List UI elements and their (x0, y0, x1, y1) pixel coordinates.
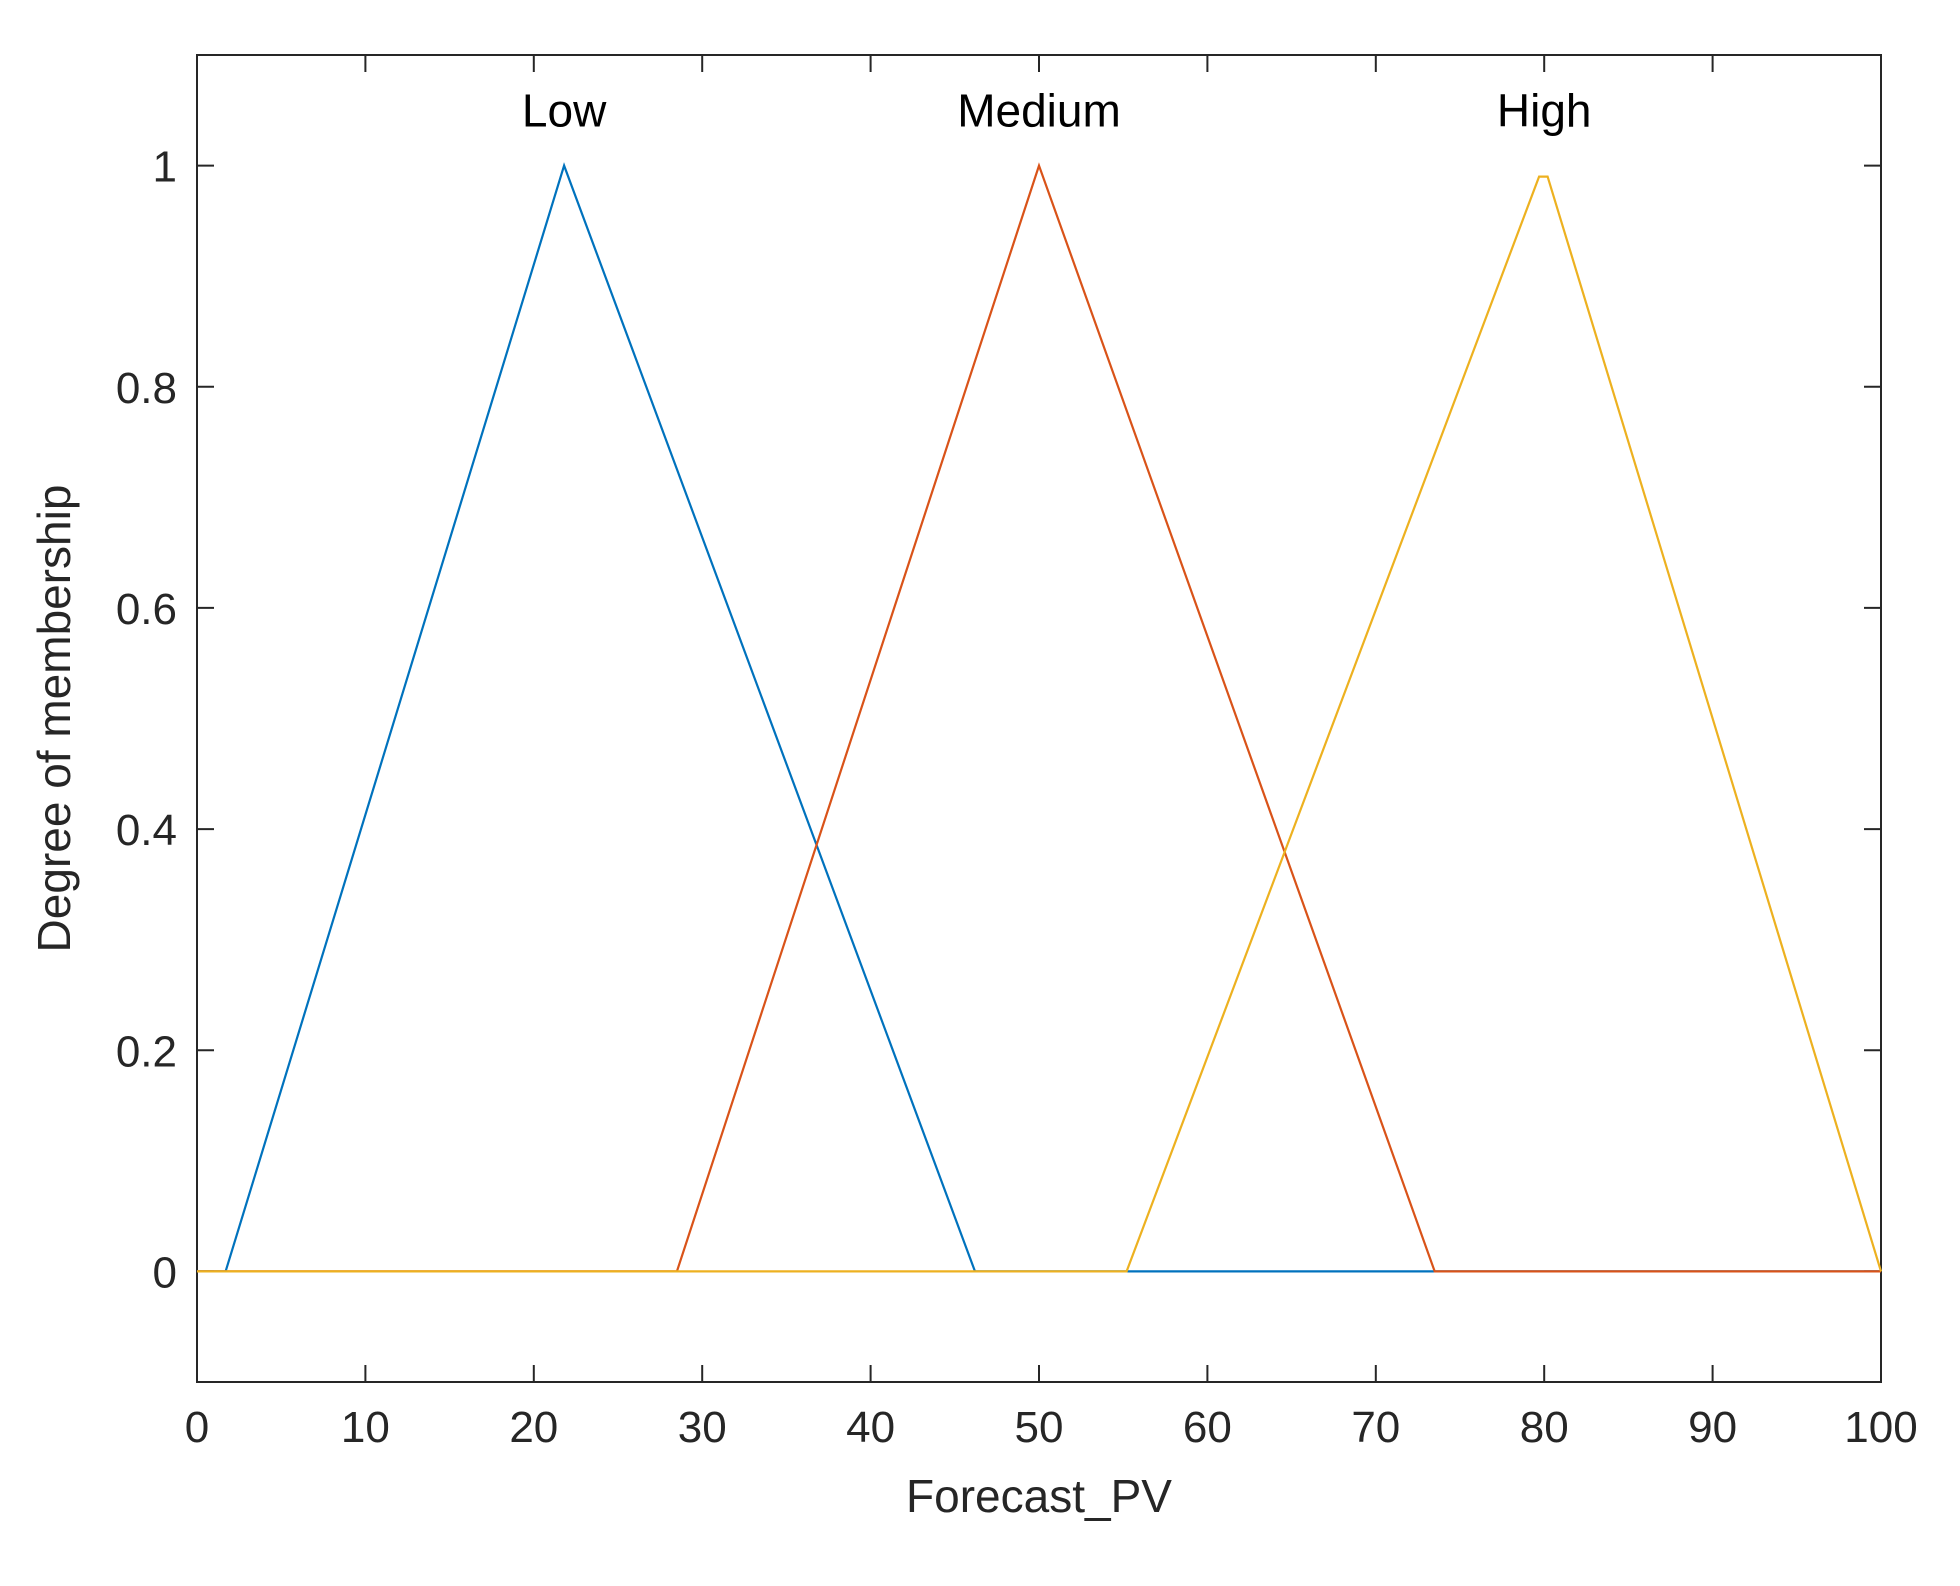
y-tick-label: 0.2 (116, 1027, 177, 1076)
x-tick-label: 40 (846, 1403, 895, 1452)
y-axis-label: Degree of membership (28, 485, 80, 953)
x-tick-label: 30 (678, 1403, 727, 1452)
membership-labels: Low Medium High (522, 84, 1592, 136)
mf-label-high: High (1497, 84, 1592, 136)
mf-label-low: Low (522, 84, 607, 136)
series-layer (197, 162, 1883, 1273)
y-tick-label: 0.4 (116, 806, 177, 855)
y-tick-label: 0 (153, 1248, 177, 1297)
x-tick-labels: 0 10 20 30 40 50 60 70 80 90 100 (185, 1403, 1918, 1452)
plot-area (196, 54, 1883, 1383)
x-tick-label: 0 (185, 1403, 209, 1452)
x-tick-label: 70 (1351, 1403, 1400, 1452)
x-tick-label: 50 (1015, 1403, 1064, 1452)
x-tick-label: 80 (1520, 1403, 1569, 1452)
x-tick-label: 90 (1688, 1403, 1737, 1452)
y-tick-label: 1 (153, 143, 177, 192)
y-tick-label: 0.6 (116, 585, 177, 634)
y-tick-labels: 0 0.2 0.4 0.6 0.8 1 (116, 143, 177, 1298)
x-tick-label: 60 (1183, 1403, 1232, 1452)
series-line-high (197, 175, 1883, 1273)
x-axis-label: Forecast_PV (906, 1470, 1172, 1522)
axis-ticks (196, 55, 1882, 1382)
x-tick-label: 10 (341, 1403, 390, 1452)
mf-label-medium: Medium (957, 84, 1121, 136)
y-tick-label: 0.8 (116, 364, 177, 413)
axes-box (196, 54, 1882, 1383)
x-tick-label: 100 (1844, 1403, 1917, 1452)
x-tick-label: 20 (509, 1403, 558, 1452)
